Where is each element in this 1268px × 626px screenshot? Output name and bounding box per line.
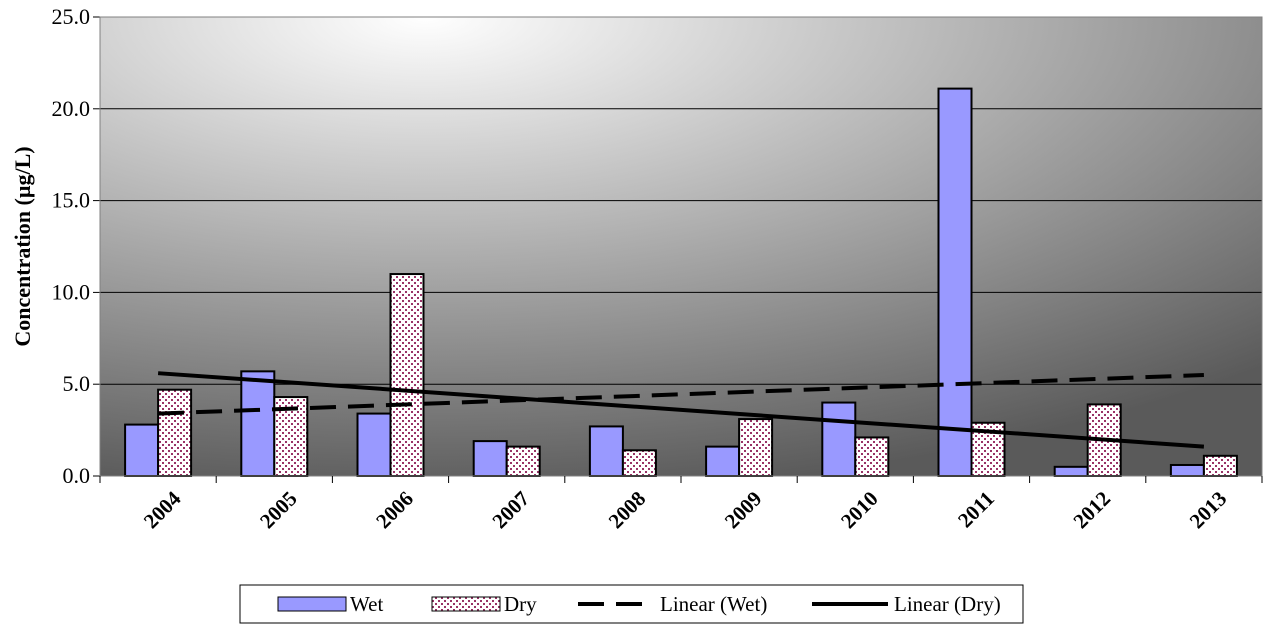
y-axis-title: Concentration (µg/L) — [10, 146, 35, 346]
x-tick-label: 2012 — [1068, 486, 1115, 533]
trendlines — [157, 371, 1205, 449]
bar-wet-2006 — [356, 412, 392, 477]
x-tick-label: 2005 — [255, 486, 302, 533]
y-tick-label: 15.0 — [52, 188, 91, 213]
y-tick-label: 10.0 — [52, 279, 91, 304]
bar-wet-2011 — [937, 87, 973, 477]
bar-dry-2013 — [1202, 454, 1238, 477]
legend: Wet Dry Linear (Wet) Linear (Dry) — [239, 584, 1024, 624]
x-tick-label: 2009 — [720, 486, 767, 533]
legend-label: Linear (Wet) — [660, 592, 767, 616]
trendline-dry — [157, 371, 1205, 449]
bar-dry-2004 — [157, 388, 193, 478]
bar-wet-2010 — [821, 401, 857, 477]
y-tick-label: 5.0 — [63, 371, 91, 396]
y-tick-labels: 0.0 5.0 10.0 15.0 20.0 25.0 — [52, 4, 91, 488]
x-tick-label: 2011 — [953, 486, 999, 532]
x-tick-label: 2010 — [836, 486, 883, 533]
bar-wet-2012 — [1053, 465, 1089, 478]
x-tick-label: 2008 — [604, 486, 651, 533]
legend-label: Wet — [350, 592, 383, 616]
y-tick-label: 0.0 — [63, 463, 91, 488]
legend-box — [239, 584, 1024, 624]
bar-dry-2009 — [738, 418, 774, 478]
legend-swatch — [277, 596, 347, 612]
bar-wet-2013 — [1169, 463, 1205, 478]
x-tick-label: 2007 — [487, 486, 534, 533]
bar-dry-2006 — [389, 273, 425, 478]
bar-dry-2008 — [621, 449, 657, 477]
bar-dry-2007 — [505, 445, 541, 477]
y-tick-label: 20.0 — [52, 96, 91, 121]
legend-label: Dry — [504, 592, 537, 616]
bars — [124, 87, 1238, 478]
bar-wet-2005 — [240, 370, 276, 477]
bar-wet-2007 — [472, 440, 508, 477]
axes — [93, 16, 1263, 483]
legend-label: Linear (Dry) — [894, 592, 1001, 616]
bar-wet-2008 — [588, 425, 624, 478]
bar-wet-2009 — [705, 445, 741, 477]
y-tick-label: 25.0 — [52, 4, 91, 29]
x-tick-label: 2004 — [139, 486, 186, 533]
trendline-wet — [158, 373, 1204, 416]
x-tick-label: 2013 — [1185, 486, 1232, 533]
x-tick-label: 2006 — [371, 486, 418, 533]
bar-dry-2010 — [854, 436, 890, 477]
legend-swatch — [431, 596, 501, 612]
x-tick-labels: 2004 2005 2006 2007 2008 2009 2010 2011 2012 2013 — [139, 486, 1231, 533]
bar-wet-2004 — [124, 423, 160, 478]
